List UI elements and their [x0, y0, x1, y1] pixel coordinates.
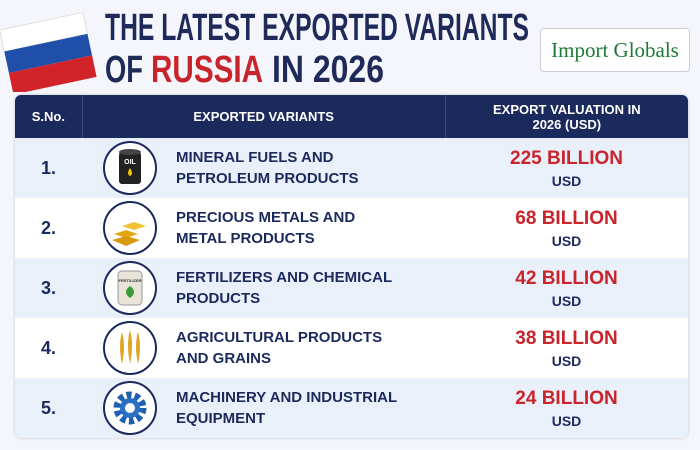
logo: Import Globals [540, 28, 690, 72]
table-row: 3. FERTILIZER FERTILIZERS AND CHEMICAL PRO… [15, 258, 688, 318]
valuation-unit: USD [551, 412, 582, 429]
valuation: 38 BILLION [515, 327, 618, 349]
variant-cell: AGRICULTURAL PRODUCTS AND GRAINS [82, 318, 445, 378]
valuation: 225 BILLION [510, 147, 623, 169]
flag [0, 11, 97, 92]
header: THE LATEST EXPORTED VARIANTS OF RUSSIA I… [0, 7, 529, 92]
serial-number: 2. [40, 217, 56, 238]
column-header: S.No. [15, 95, 83, 138]
table-row: 5. MACHINERY AND INDUSTRIAL EQUIPMENT 24 B… [15, 378, 688, 438]
icon [103, 321, 157, 375]
table-header: S.No. EXPORTED VARIANTS EXPORT VALUATION… [15, 95, 688, 138]
variant-name: PRECIOUS METALS AND METAL PRODUCTS [176, 209, 356, 247]
variant-name: MACHINERY AND INDUSTRIAL EQUIPMENT [176, 389, 397, 427]
variant-name: MINERAL FUELS AND PETROLEUM PRODUCTS [176, 149, 359, 187]
valuation-cell: 38 BILLION USD [445, 318, 688, 378]
variant-cell: OIL MINERAL FUELS AND PETROLEUM PRODUCTS [82, 138, 445, 198]
variant-name: AGRICULTURAL PRODUCTS AND GRAINS [176, 329, 383, 367]
variant-cell: PRECIOUS METALS AND METAL PRODUCTS [82, 198, 445, 258]
valuation-cell: 68 BILLION USD [445, 198, 688, 258]
icon: OIL [103, 141, 157, 195]
valuation-unit: USD [551, 292, 582, 309]
icon [103, 201, 157, 255]
valuation-unit: USD [551, 232, 582, 249]
column-header: EXPORT VALUATION IN 2026 (USD) [493, 101, 641, 132]
valuation-cell: 42 BILLION USD [445, 258, 688, 318]
title: THE LATEST EXPORTED VARIANTS [105, 7, 529, 49]
serial-number: 1. [40, 157, 56, 178]
table-row: 4. AGRICULTURAL PRODUCTS AND GRAINS 38 BIL… [15, 318, 688, 378]
table-row: 1. OIL MINERAL FUELS AND PETROLEUM PRODUCT… [15, 138, 688, 198]
column-header: EXPORTED VARIANTS [83, 95, 446, 138]
table-body: 1. OIL MINERAL FUELS AND PETROLEUM PRODUCT… [15, 138, 688, 438]
valuation: 68 BILLION [515, 207, 618, 229]
icon [103, 381, 157, 435]
table: S.No. EXPORTED VARIANTS EXPORT VALUATION… [15, 95, 688, 438]
icon-label: OIL [124, 159, 136, 166]
serial-number: 4. [40, 337, 56, 358]
serial-number: 3. [40, 277, 56, 298]
title: OF [105, 49, 143, 91]
icon: FERTILIZER [103, 261, 157, 315]
variant-cell: MACHINERY AND INDUSTRIAL EQUIPMENT [82, 378, 445, 438]
valuation: 24 BILLION [515, 387, 618, 409]
valuation-unit: USD [551, 172, 582, 189]
title-highlight: RUSSIA [151, 49, 263, 91]
variant-name: FERTILIZERS AND CHEMICAL PRODUCTS [176, 269, 392, 307]
valuation: 42 BILLION [515, 267, 618, 289]
variant-cell: FERTILIZER FERTILIZERS AND CHEMICAL PRODU… [82, 258, 445, 318]
icon-label: FERTILIZER [118, 278, 141, 283]
valuation-unit: USD [551, 352, 582, 369]
valuation-cell: 24 BILLION USD [445, 378, 688, 438]
valuation-cell: 225 BILLION USD [445, 138, 688, 198]
serial-number: 5. [40, 397, 56, 418]
table-row: 2. PRECIOUS METALS AND METAL PRODUCTS 68 B… [15, 198, 688, 258]
title: IN 2026 [272, 49, 384, 91]
